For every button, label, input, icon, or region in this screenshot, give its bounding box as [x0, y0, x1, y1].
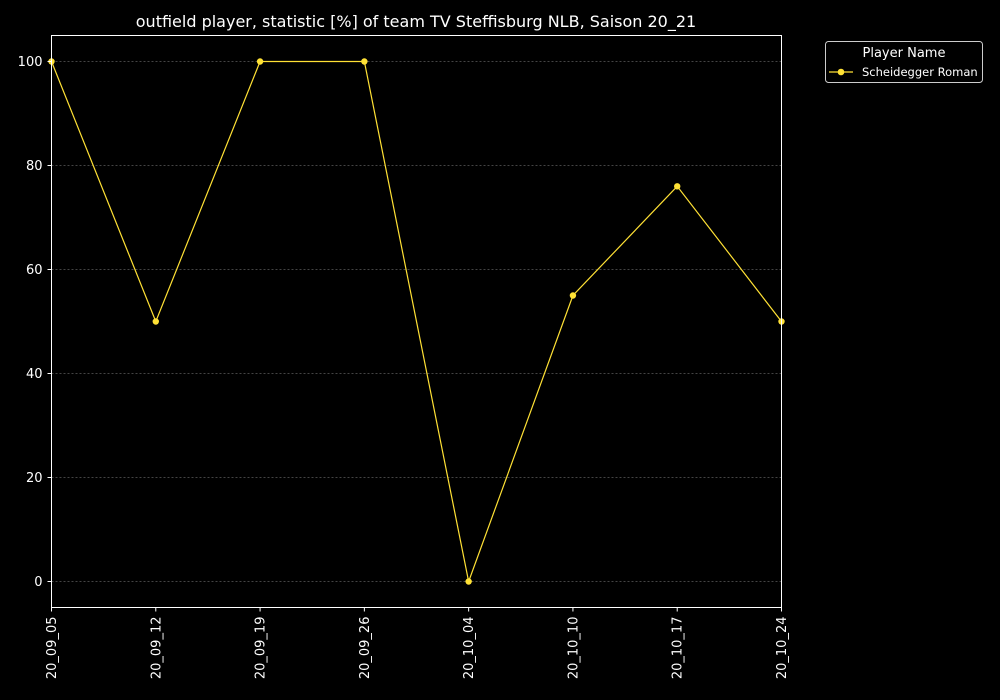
- y-tick-label: 80: [26, 159, 43, 174]
- legend-series-marker: [837, 68, 845, 76]
- x-tick-label: 20_09_26: [358, 617, 373, 680]
- x-tick-label: 20_09_19: [254, 617, 269, 680]
- legend-series-label: Scheidegger Roman: [862, 65, 978, 79]
- y-tick-label: 100: [18, 55, 43, 70]
- plot-frame: [51, 35, 782, 608]
- y-tick-label: 60: [26, 263, 43, 278]
- data-point: [256, 58, 264, 65]
- y-tick-label: 0: [34, 575, 42, 590]
- data-point: [152, 318, 159, 325]
- data-point: [361, 58, 368, 65]
- x-tick-label: 20_10_17: [671, 617, 686, 680]
- data-point: [465, 578, 472, 585]
- legend: Player Name Scheidegger Roman: [825, 41, 983, 83]
- series-line: [50, 60, 782, 584]
- x-axis: 20_09_05 20_09_12 20_09_19 20_09_26 20_10_04…: [45, 607, 790, 680]
- y-tick-label: 20: [26, 471, 43, 486]
- x-tick-label: 20_09_05: [45, 617, 60, 680]
- x-tick-label: 20_09_12: [149, 617, 164, 680]
- x-tick-label: 20_10_10: [566, 617, 581, 680]
- series-layer: [48, 58, 785, 585]
- grid-lines: [51, 61, 782, 582]
- x-tick-label: 20_10_04: [462, 617, 477, 680]
- y-tick-label: 40: [26, 367, 43, 382]
- chart-title: outfield player, statistic [%] of team T…: [136, 12, 696, 32]
- legend-box: [825, 41, 983, 83]
- y-axis: 0 20 40 60 80 100: [18, 55, 52, 590]
- legend-title: Player Name: [863, 46, 946, 61]
- data-point: [674, 183, 681, 190]
- data-point: [569, 292, 577, 299]
- x-tick-label: 20_10_24: [775, 617, 790, 680]
